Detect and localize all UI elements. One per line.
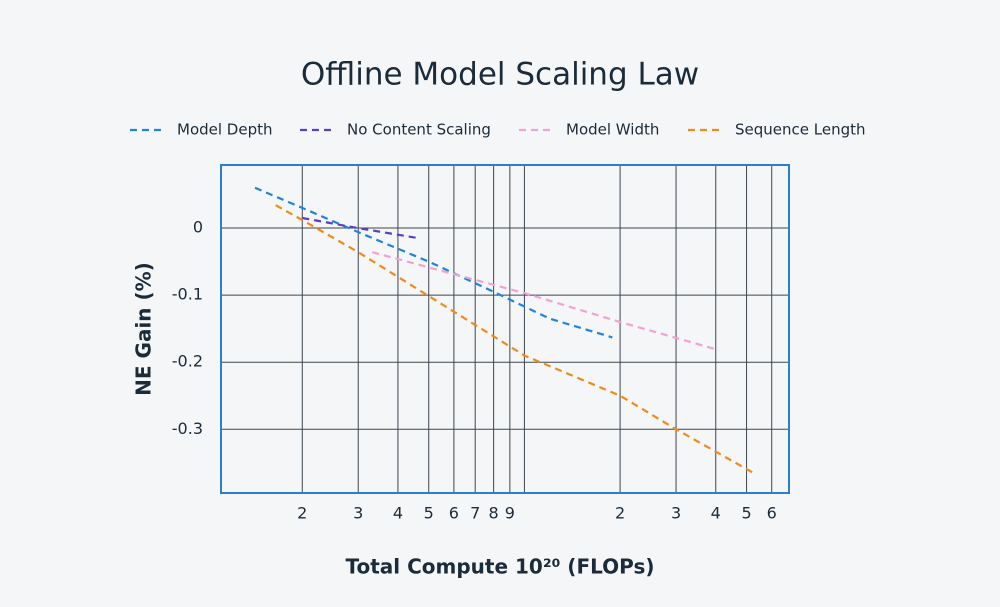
- x-tick-label: 7: [470, 504, 480, 523]
- x-axis-label: Total Compute 10²⁰ (FLOPs): [345, 555, 654, 579]
- series-line: [302, 216, 419, 240]
- series-line: [275, 204, 753, 474]
- series-line: [371, 251, 720, 352]
- series-line: [254, 186, 613, 339]
- x-tick-label: 6: [449, 504, 459, 523]
- legend-label: Sequence Length: [735, 121, 866, 139]
- legend-label: No Content Scaling: [347, 121, 491, 139]
- x-tick-label: 8: [489, 504, 499, 523]
- x-tick-label: 6: [767, 504, 777, 523]
- legend-label: Model Depth: [177, 121, 273, 139]
- x-tick-label: 4: [711, 504, 721, 523]
- y-tick-label: -0.3: [172, 419, 203, 438]
- x-tick-label: 2: [297, 504, 307, 523]
- y-axis-label: NE Gain (%): [132, 262, 156, 396]
- y-tick-label: 0: [193, 218, 203, 237]
- plot-border: [220, 164, 790, 494]
- x-tick-label: 2: [615, 504, 625, 523]
- x-tick-label: 4: [393, 504, 403, 523]
- x-tick-label: 3: [671, 504, 681, 523]
- x-tick-label: 5: [424, 504, 434, 523]
- chart-title: Offline Model Scaling Law: [301, 57, 699, 93]
- x-tick-label: 9: [505, 504, 515, 523]
- y-tick-label: -0.1: [172, 285, 203, 304]
- x-tick-label: 3: [353, 504, 363, 523]
- legend-label: Model Width: [566, 121, 659, 139]
- x-tick-label: 5: [741, 504, 751, 523]
- y-tick-label: -0.2: [172, 352, 203, 371]
